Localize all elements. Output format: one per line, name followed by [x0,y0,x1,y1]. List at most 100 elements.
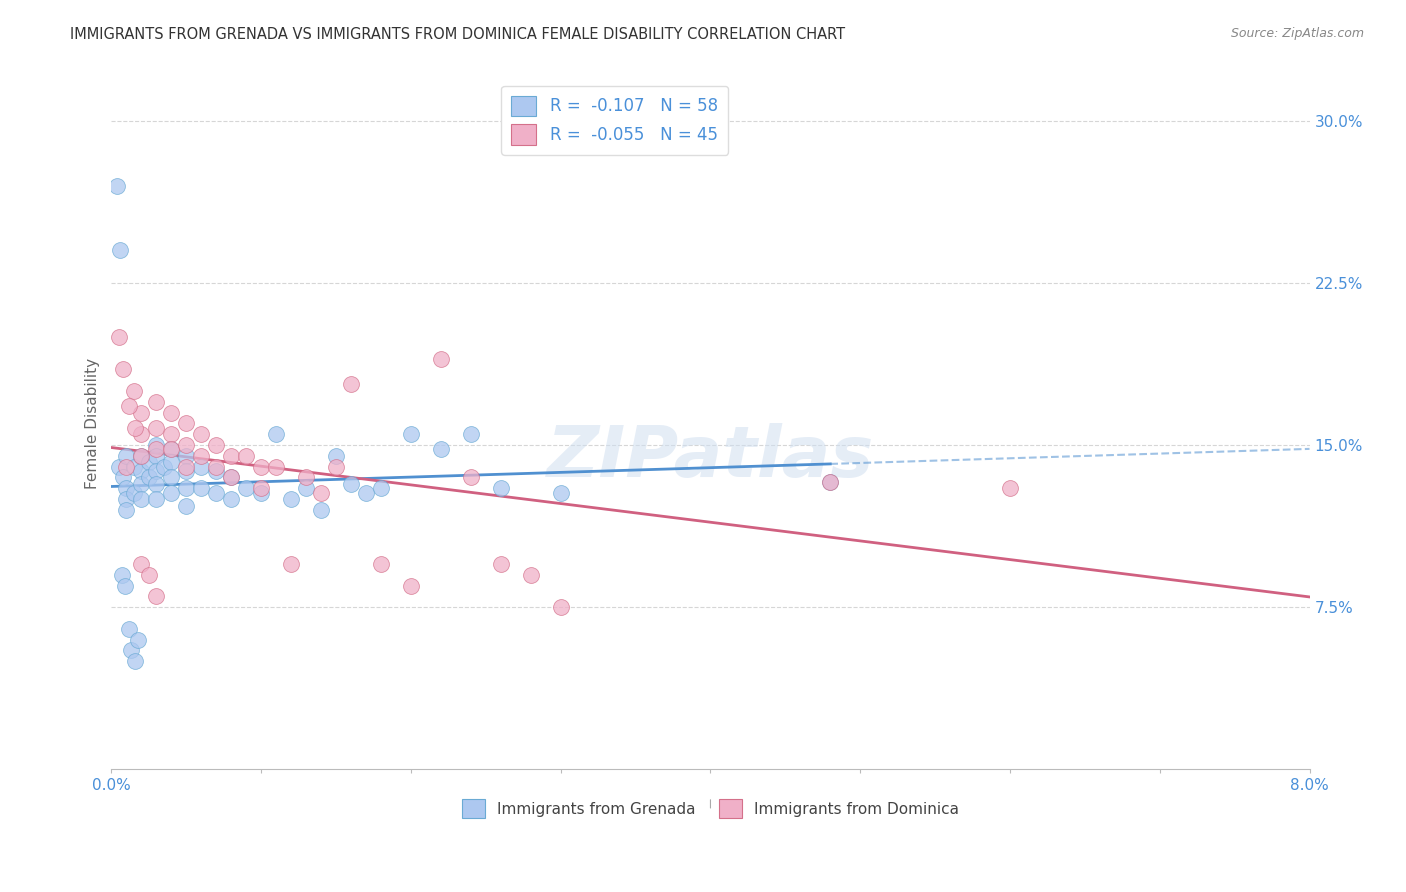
Point [250,485,273,500]
Point [145,438,167,452]
Point [519,567,541,582]
Point [160,442,183,457]
Point [354,485,377,500]
Point [219,470,242,484]
Point [131,557,153,571]
Point [122,384,145,398]
Point [219,470,242,484]
Point [112,362,135,376]
Point [122,459,145,474]
Point [127,632,149,647]
Point [399,427,422,442]
Point [309,485,332,500]
Point [138,455,160,469]
Point [111,567,134,582]
Point [160,470,183,484]
Point [110,244,132,258]
Legend: Immigrants from Grenada, Immigrants from Dominica: Immigrants from Grenada, Immigrants from… [456,793,965,824]
Point [250,459,273,474]
Point [145,590,167,604]
Point [550,485,572,500]
Point [174,459,197,474]
Point [190,427,212,442]
Point [124,420,146,434]
Point [264,427,287,442]
Point [120,643,142,657]
Point [118,622,141,636]
Point [145,420,167,434]
Point [460,470,482,484]
Point [145,464,167,478]
Point [160,455,183,469]
Point [114,578,136,592]
Point [190,459,212,474]
Text: ZIPatlas: ZIPatlas [547,424,875,492]
Point [340,476,363,491]
Point [460,427,482,442]
Point [190,481,212,495]
Point [124,654,146,668]
Point [145,394,167,409]
Point [115,449,138,463]
Point [325,459,347,474]
Point [174,449,197,463]
Point [235,481,257,495]
Y-axis label: Female Disability: Female Disability [86,358,100,489]
Point [122,485,145,500]
Point [489,557,512,571]
Point [295,470,318,484]
Point [219,449,242,463]
Point [340,377,363,392]
Point [115,481,138,495]
Point [131,406,153,420]
Point [174,499,197,513]
Point [205,459,228,474]
Point [264,459,287,474]
Point [325,449,347,463]
Point [430,351,453,366]
Point [131,449,153,463]
Point [205,485,228,500]
Text: IMMIGRANTS FROM GRENADA VS IMMIGRANTS FROM DOMINICA FEMALE DISABILITY CORRELATIO: IMMIGRANTS FROM GRENADA VS IMMIGRANTS FR… [70,27,845,42]
Point [160,406,183,420]
Point [131,427,153,442]
Point [235,449,257,463]
Point [430,442,453,457]
Point [489,481,512,495]
Point [295,481,318,495]
Point [115,459,138,474]
Point [174,481,197,495]
Point [115,503,138,517]
Point [138,470,160,484]
Point [145,449,167,463]
Point [118,399,141,413]
Point [112,470,135,484]
Point [820,475,842,489]
Point [174,464,197,478]
Point [108,459,131,474]
Point [131,449,153,463]
Point [205,464,228,478]
Point [280,491,302,506]
Point [309,503,332,517]
Point [370,481,392,495]
Point [131,476,153,491]
Point [153,459,176,474]
Point [550,600,572,615]
Point [174,417,197,431]
Point [160,485,183,500]
Point [280,557,302,571]
Point [145,442,167,457]
Point [160,427,183,442]
Point [160,442,183,457]
Point [131,491,153,506]
Point [190,449,212,463]
Point [250,481,273,495]
Point [138,567,160,582]
Point [998,481,1021,495]
Text: Source: ZipAtlas.com: Source: ZipAtlas.com [1230,27,1364,40]
Point [399,578,422,592]
Point [131,464,153,478]
Point [174,438,197,452]
Point [108,330,131,344]
